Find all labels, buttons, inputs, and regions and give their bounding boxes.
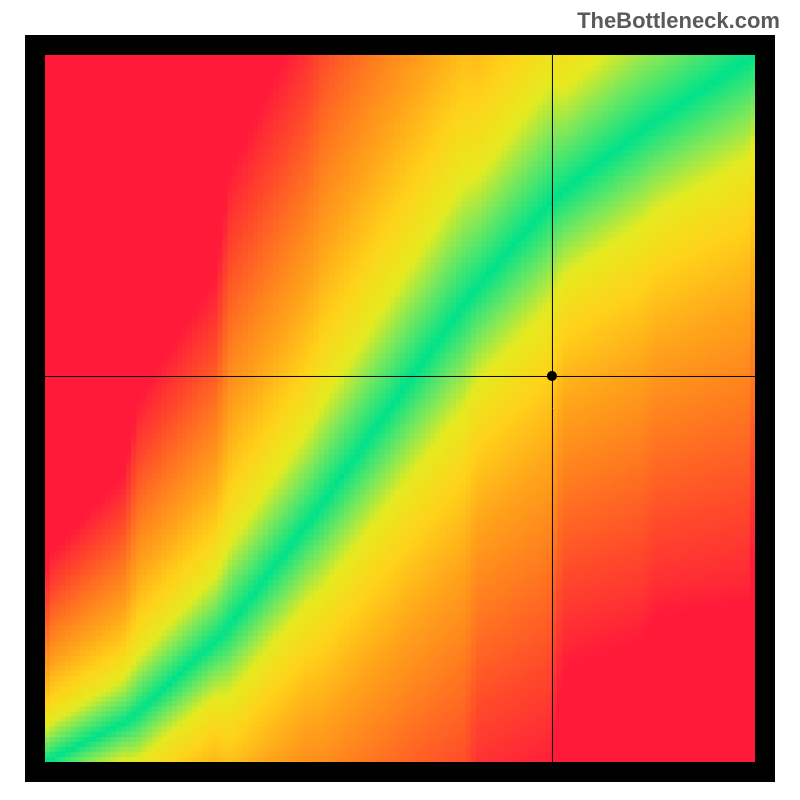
attribution-label: TheBottleneck.com <box>577 8 780 34</box>
figure-container: TheBottleneck.com <box>0 0 800 800</box>
plot-frame <box>25 35 775 782</box>
overlay-canvas <box>45 55 755 762</box>
